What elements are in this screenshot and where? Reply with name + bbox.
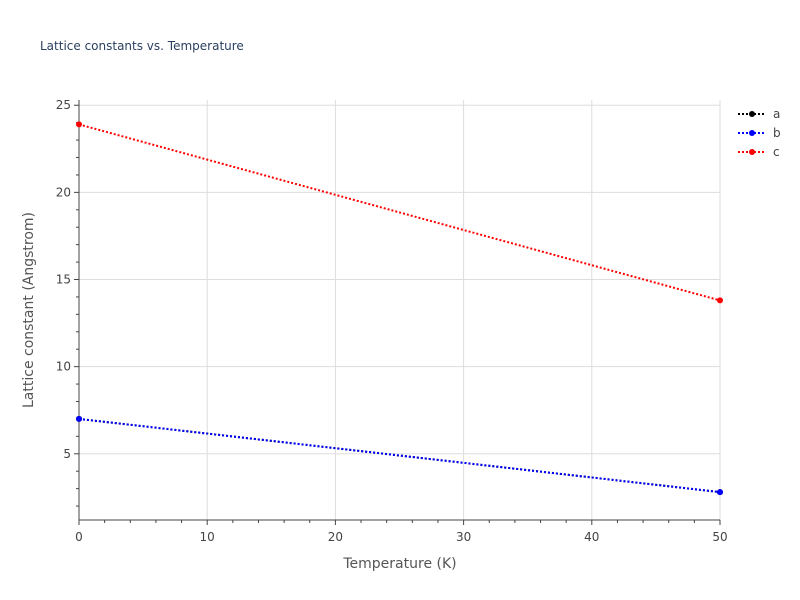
y-tick-label: 25	[56, 98, 71, 112]
data-point-c	[717, 297, 723, 304]
grid-lines	[79, 100, 721, 520]
data-point-c	[76, 121, 82, 128]
legend-label: c	[773, 145, 780, 159]
chart-title: Lattice constants vs. Temperature	[40, 39, 244, 53]
legend-swatch-marker	[749, 149, 755, 155]
data-series	[76, 121, 723, 496]
x-tick-label: 40	[584, 530, 599, 544]
data-point-b	[717, 489, 723, 496]
y-tick-label: 10	[56, 360, 71, 374]
legend-swatch-marker	[749, 130, 755, 136]
y-tick-label: 15	[56, 273, 71, 287]
legend-label: a	[773, 107, 780, 121]
y-tick-label: 5	[63, 447, 71, 461]
axes	[78, 100, 720, 521]
legend-item-a[interactable]: a	[738, 107, 780, 121]
legend[interactable]: abc	[738, 107, 781, 159]
x-tick-label: 50	[712, 530, 727, 544]
ticks: 0 10 20 30 40 50 5 10 15 20 25	[56, 98, 728, 544]
y-tick-label: 20	[56, 185, 71, 199]
legend-item-c[interactable]: c	[738, 145, 780, 159]
data-point-b	[76, 415, 82, 422]
x-tick-label: 20	[328, 530, 343, 544]
legend-label: b	[773, 126, 781, 140]
x-axis-title: Temperature (K)	[342, 556, 456, 572]
y-axis-title: Lattice constant (Angstrom)	[21, 212, 37, 408]
x-tick-label: 0	[75, 530, 83, 544]
series-line-c	[78, 123, 721, 302]
x-tick-label: 10	[200, 530, 215, 544]
legend-item-b[interactable]: b	[738, 126, 781, 140]
series-line-b	[78, 417, 721, 494]
x-tick-label: 30	[456, 530, 471, 544]
legend-swatch-marker	[749, 111, 755, 117]
